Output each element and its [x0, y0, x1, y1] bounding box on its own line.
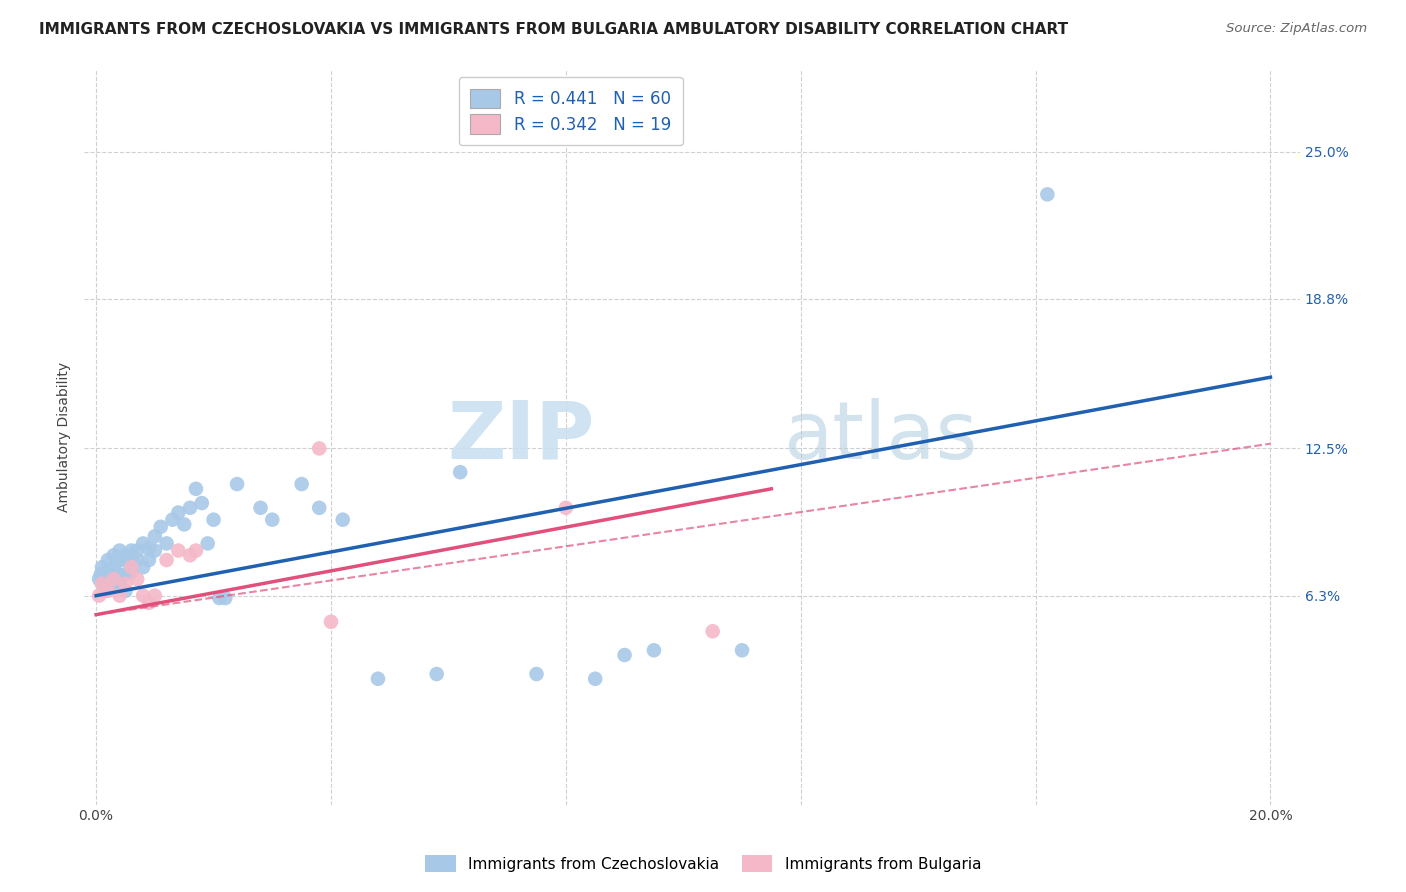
Point — [132, 589, 155, 603]
Point — [308, 442, 330, 456]
Point — [526, 667, 548, 681]
Point — [319, 615, 342, 629]
Point — [114, 567, 136, 582]
Point — [702, 624, 724, 639]
Point — [103, 560, 125, 574]
Point — [120, 565, 142, 579]
Point — [120, 543, 142, 558]
Point — [114, 583, 136, 598]
Point — [127, 543, 149, 558]
Point — [97, 576, 120, 591]
Point — [167, 543, 190, 558]
Point — [97, 553, 120, 567]
Point — [120, 553, 142, 567]
Point — [184, 543, 207, 558]
Point — [208, 591, 231, 605]
Point — [332, 513, 354, 527]
Point — [184, 482, 207, 496]
Point — [105, 553, 128, 567]
Point — [108, 576, 131, 591]
Point — [90, 567, 112, 582]
Point — [143, 529, 166, 543]
Point — [103, 572, 125, 586]
Point — [613, 648, 636, 662]
Point — [103, 549, 125, 563]
Point — [155, 553, 177, 567]
Text: ZIP: ZIP — [447, 398, 595, 475]
Point — [103, 576, 125, 591]
Point — [226, 477, 249, 491]
Point — [179, 500, 201, 515]
Point — [138, 541, 160, 556]
Point — [262, 513, 284, 527]
Point — [149, 520, 172, 534]
Point — [91, 576, 114, 591]
Point — [583, 672, 606, 686]
Point — [120, 560, 142, 574]
Point — [94, 565, 117, 579]
Point — [214, 591, 236, 605]
Point — [114, 576, 136, 591]
Point — [554, 500, 576, 515]
Y-axis label: Ambulatory Disability: Ambulatory Disability — [58, 361, 72, 512]
Point — [308, 500, 330, 515]
Point — [449, 465, 471, 479]
Point — [138, 553, 160, 567]
Point — [108, 567, 131, 582]
Point — [127, 572, 149, 586]
Point — [291, 477, 314, 491]
Point — [114, 549, 136, 563]
Point — [731, 643, 754, 657]
Point — [643, 643, 665, 657]
Point — [426, 667, 449, 681]
Point — [94, 583, 117, 598]
Point — [91, 576, 114, 591]
Point — [127, 553, 149, 567]
Point — [87, 572, 110, 586]
Point — [249, 500, 271, 515]
Point — [108, 589, 131, 603]
Legend: Immigrants from Czechoslovakia, Immigrants from Bulgaria: Immigrants from Czechoslovakia, Immigran… — [418, 847, 988, 880]
Point — [1036, 187, 1059, 202]
Point — [143, 543, 166, 558]
Point — [197, 536, 219, 550]
Point — [132, 560, 155, 574]
Point — [167, 506, 190, 520]
Point — [191, 496, 214, 510]
Point — [162, 513, 184, 527]
Point — [108, 543, 131, 558]
Point — [138, 596, 160, 610]
Point — [97, 583, 120, 598]
Point — [108, 553, 131, 567]
Point — [87, 589, 110, 603]
Text: atlas: atlas — [783, 398, 977, 475]
Point — [367, 672, 389, 686]
Point — [114, 553, 136, 567]
Point — [155, 536, 177, 550]
Point — [202, 513, 225, 527]
Point — [97, 565, 120, 579]
Point — [91, 560, 114, 574]
Legend: R = 0.441   N = 60, R = 0.342   N = 19: R = 0.441 N = 60, R = 0.342 N = 19 — [458, 77, 682, 145]
Text: Source: ZipAtlas.com: Source: ZipAtlas.com — [1226, 22, 1367, 36]
Point — [100, 567, 122, 582]
Text: IMMIGRANTS FROM CZECHOSLOVAKIA VS IMMIGRANTS FROM BULGARIA AMBULATORY DISABILITY: IMMIGRANTS FROM CZECHOSLOVAKIA VS IMMIGR… — [39, 22, 1069, 37]
Point — [179, 549, 201, 563]
Point — [132, 536, 155, 550]
Point — [173, 517, 195, 532]
Point — [143, 589, 166, 603]
